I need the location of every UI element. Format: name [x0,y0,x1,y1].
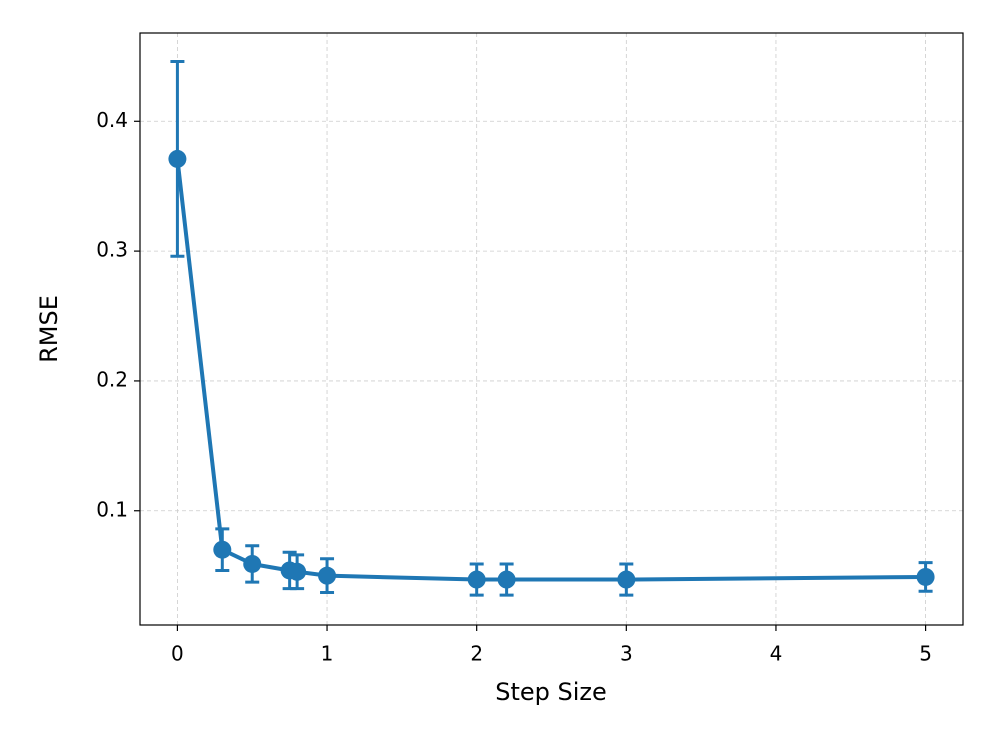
point [318,566,337,585]
line [175,158,926,582]
x-tick-label: 5 [919,642,932,666]
point [497,570,516,589]
point [617,570,636,589]
x-tick-label: 3 [620,642,633,666]
point [467,570,486,589]
y-axis-label: RMSE [35,295,63,363]
x-axis-label: Step Size [495,678,607,706]
point [168,149,187,168]
y-tick-label: 0.3 [96,238,128,262]
x-tick-label: 2 [470,642,483,666]
x-tick-label: 0 [171,642,184,666]
y-tick-label: 0.1 [96,497,128,521]
y-tick-label: 0.4 [96,108,128,132]
point [916,567,935,586]
point [213,540,232,559]
point [288,562,307,581]
point [243,554,262,573]
plot-frame [139,32,964,626]
x-tick-label: 4 [770,642,783,666]
x-tick-label: 1 [321,642,334,666]
y-tick-label: 0.2 [96,367,128,391]
